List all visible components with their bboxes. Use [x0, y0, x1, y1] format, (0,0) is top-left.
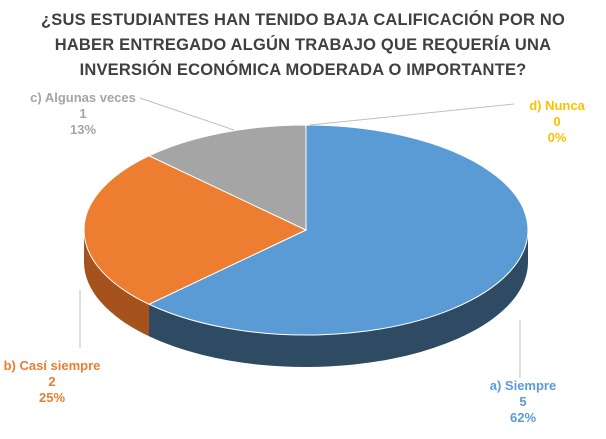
chart-title-line-1: ¿SUS ESTUDIANTES HAN TENIDO BAJA CALIFIC…: [40, 11, 566, 29]
chart-title: ¿SUS ESTUDIANTES HAN TENIDO BAJA CALIFIC…: [20, 8, 586, 83]
chart-title-line-3: INVERSIÓN ECONÓMICA MODERADA O IMPORTANT…: [79, 61, 527, 79]
label-siempre: a) Siempre 5 62%: [478, 378, 568, 426]
pie-slice-2: [147, 124, 307, 231]
leader-line-3: [309, 103, 515, 126]
pie-slice-0: [147, 124, 529, 336]
label-algunas-veces: c) Algunas veces 1 13%: [24, 90, 142, 138]
pie-side-0: [149, 230, 528, 368]
label-siempre-value: 5: [519, 394, 527, 409]
pie-side-1: [84, 230, 150, 337]
label-siempre-percent: 62%: [509, 410, 537, 425]
pie-slice-1: [83, 155, 308, 305]
label-nunca-value: 0: [553, 114, 561, 129]
label-algunas-veces-percent: 13%: [69, 122, 97, 137]
label-nunca-percent: 0%: [547, 130, 567, 145]
label-algunas-veces-value: 1: [79, 106, 87, 121]
label-nunca-name: d) Nunca: [529, 98, 585, 113]
label-casi-siempre-name: b) Casí siempre: [3, 358, 101, 373]
label-siempre-name: a) Siempre: [489, 378, 557, 393]
chart-title-line-2: HABER ENTREGADO ALGÚN TRABAJO QUE REQUER…: [54, 36, 552, 54]
label-casi-siempre-value: 2: [48, 374, 56, 389]
label-casi-siempre: b) Casí siempre 2 25%: [0, 358, 104, 406]
label-nunca: d) Nunca 0 0%: [514, 98, 600, 146]
label-algunas-veces-name: c) Algunas veces: [30, 90, 136, 105]
label-casi-siempre-percent: 25%: [38, 390, 66, 405]
leader-line-2: [139, 97, 235, 131]
